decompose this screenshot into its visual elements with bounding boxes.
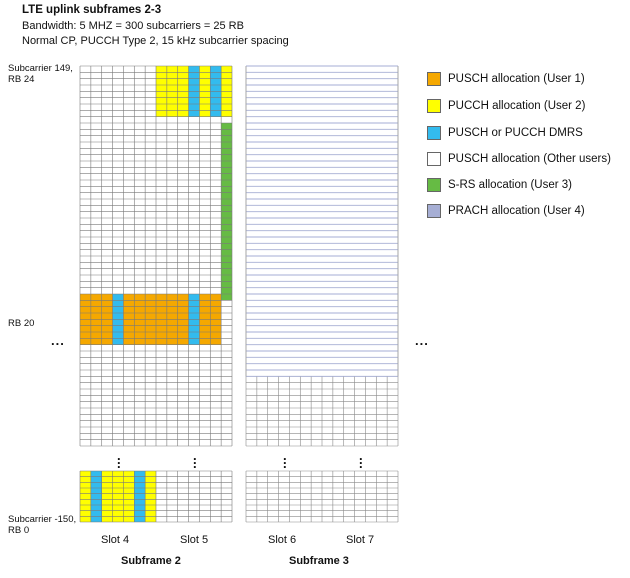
legend-swatch-srs-user3	[427, 178, 441, 192]
srs-user3-edge	[221, 294, 232, 301]
legend-label-pucch-user2: PUCCH allocation (User 2)	[448, 100, 586, 112]
rb20-label: RB 20	[8, 318, 35, 329]
bottom-subcarrier-label: Subcarrier -150,	[8, 514, 77, 525]
vertical-dots-slot7: ...	[359, 448, 363, 471]
slot-6-label: Slot 6	[268, 534, 297, 546]
dmrs-pucch-bottom-a	[90, 471, 102, 522]
vertical-dots-slot6: ...	[283, 448, 287, 471]
legend-label-pusch-other: PUSCH allocation (Other users)	[448, 153, 611, 165]
bottom-rb-label: RB 0	[8, 525, 30, 536]
legend-label-pusch-user1: PUSCH allocation (User 1)	[448, 73, 585, 85]
subframe-2-label: Subframe 2	[121, 555, 181, 567]
right-ellipsis: ...	[415, 333, 429, 348]
top-rb-label: RB 24	[8, 74, 35, 85]
vertical-dots-slot4: ...	[117, 448, 121, 471]
dmrs-pucch-bottom-b	[134, 471, 146, 522]
legend-label-dmrs: PUSCH or PUCCH DMRS	[448, 127, 583, 139]
vertical-dots-slot5: ...	[193, 448, 197, 471]
prach-user4	[246, 66, 398, 377]
legend-swatch-pucch-user2	[427, 99, 441, 113]
legend-label-prach-user4: PRACH allocation (User 4)	[448, 205, 585, 217]
slot-5-label: Slot 5	[180, 534, 209, 546]
slot-7-label: Slot 7	[346, 534, 375, 546]
left-ellipsis: ...	[51, 333, 65, 348]
subtitle-bandwidth: Bandwidth: 5 MHZ = 300 subcarriers = 25 …	[22, 20, 244, 32]
diagram-title: LTE uplink subframes 2-3	[22, 4, 162, 16]
subframe-3-label: Subframe 3	[289, 555, 349, 567]
slot-4-label: Slot 4	[101, 534, 130, 546]
legend-label-srs-user3: S-RS allocation (User 3)	[448, 179, 572, 191]
legend-swatch-dmrs	[427, 126, 441, 140]
legend-swatch-pusch-other	[427, 152, 441, 166]
legend-swatch-pusch-user1	[427, 72, 441, 86]
top-subcarrier-label: Subcarrier 149,	[8, 63, 73, 74]
legend-swatch-prach-user4	[427, 204, 441, 218]
subtitle-config: Normal CP, PUCCH Type 2, 15 kHz subcarri…	[22, 35, 289, 47]
